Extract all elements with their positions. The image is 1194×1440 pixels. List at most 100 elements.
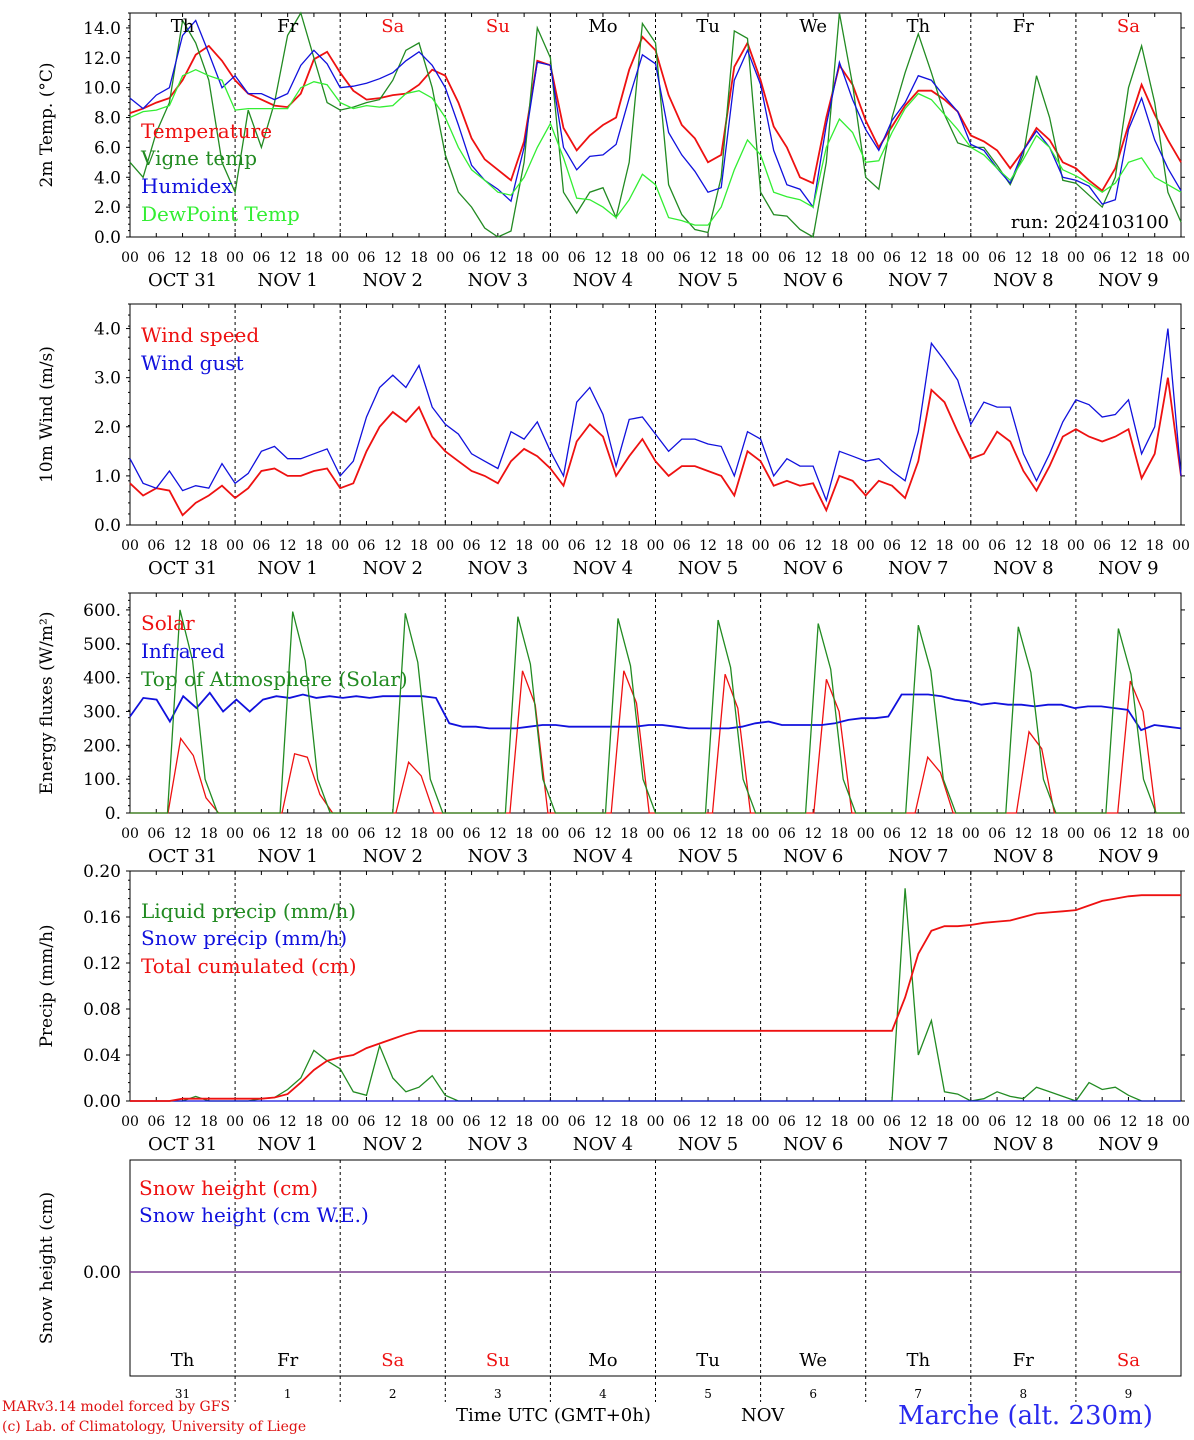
legend-entry: Infrared	[141, 639, 225, 663]
hour-label: 18	[1146, 538, 1164, 554]
day-number: 6	[809, 1387, 817, 1401]
hour-label: 18	[410, 826, 428, 842]
hour-label: 12	[594, 826, 612, 842]
hour-label: 06	[568, 250, 586, 266]
hour-label: 12	[909, 1114, 927, 1130]
day-number: 4	[599, 1387, 607, 1401]
hour-label: 12	[909, 826, 927, 842]
hour-label: 18	[200, 538, 218, 554]
hour-label: 00	[121, 538, 139, 554]
hour-label: 18	[1146, 250, 1164, 266]
y-tick-label: 0.00	[83, 1263, 121, 1283]
series-line	[129, 691, 1182, 732]
hour-label: 12	[699, 826, 717, 842]
hour-label: 18	[725, 250, 743, 266]
date-label: NOV 3	[468, 1134, 528, 1155]
series-line	[129, 35, 1182, 193]
date-label: NOV 8	[993, 1134, 1053, 1155]
date-label: NOV 4	[573, 1134, 633, 1155]
hour-label: 18	[515, 826, 533, 842]
hour-label: 00	[541, 538, 559, 554]
panel-1	[126, 11, 1185, 239]
hour-label: 00	[1172, 538, 1190, 554]
hour-label: 18	[831, 250, 849, 266]
date-label: NOV 2	[363, 558, 423, 579]
hour-label: 00	[436, 250, 454, 266]
y-tick-label: 0.16	[83, 908, 121, 928]
date-label: NOV 2	[363, 846, 423, 867]
y-tick-label: 2.0	[94, 198, 121, 218]
y-tick-label: 400.	[83, 669, 121, 689]
hour-label: 18	[515, 538, 533, 554]
legend-entry: Wind speed	[141, 323, 259, 347]
y-tick-label: 0.04	[83, 1046, 121, 1066]
hour-label: 06	[778, 250, 796, 266]
hour-label: 06	[778, 826, 796, 842]
hour-label: 06	[883, 1114, 901, 1130]
hour-label: 18	[936, 538, 954, 554]
hour-label: 18	[410, 1114, 428, 1130]
series-line	[129, 328, 1182, 503]
hour-label: 12	[1120, 250, 1138, 266]
hour-label: 00	[121, 250, 139, 266]
hour-label: 06	[988, 826, 1006, 842]
hour-label: 06	[568, 538, 586, 554]
hour-label: 00	[962, 538, 980, 554]
hour-label: 06	[1093, 826, 1111, 842]
weekday-label: Th	[171, 1350, 195, 1371]
hour-label: 06	[358, 1114, 376, 1130]
hour-label: 00	[436, 1114, 454, 1130]
hour-label: 12	[1120, 1114, 1138, 1130]
date-label: NOV 9	[1098, 846, 1158, 867]
day-number: 3	[494, 1387, 502, 1401]
hour-label: 18	[1041, 1114, 1059, 1130]
hour-label: 06	[883, 538, 901, 554]
legend-entry: Snow height (cm)	[139, 1176, 318, 1200]
hour-label: 12	[804, 250, 822, 266]
hour-label: 12	[594, 250, 612, 266]
legend-entry: Snow height (cm W.E.)	[139, 1203, 369, 1227]
weekday-label: We	[799, 1350, 827, 1371]
hour-label: 06	[147, 1114, 165, 1130]
hour-label: 06	[1093, 1114, 1111, 1130]
date-label: NOV 7	[888, 270, 948, 291]
hour-label: 06	[252, 826, 270, 842]
hour-label: 18	[305, 538, 323, 554]
hour-label: 00	[647, 826, 665, 842]
date-label: NOV 5	[678, 846, 738, 867]
weekday-label: Fr	[1013, 1350, 1034, 1371]
hour-label: 12	[699, 1114, 717, 1130]
hour-label: 12	[804, 826, 822, 842]
date-label: NOV 6	[783, 270, 843, 291]
date-label: NOV 3	[468, 270, 528, 291]
hour-label: 12	[174, 826, 192, 842]
hour-label: 12	[489, 538, 507, 554]
weekday-label: Su	[486, 16, 510, 37]
hour-label: 18	[1146, 826, 1164, 842]
hour-label: 12	[279, 538, 297, 554]
hour-label: 12	[174, 538, 192, 554]
legend-entry: Liquid precip (mm/h)	[141, 899, 356, 923]
date-label: NOV 1	[257, 1134, 317, 1155]
hour-label: 00	[331, 538, 349, 554]
hour-label: 18	[410, 250, 428, 266]
legend-entry: Wind gust	[141, 351, 244, 375]
weekday-label: Su	[486, 1350, 510, 1371]
hour-label: 00	[331, 826, 349, 842]
y-tick-label: 4.0	[94, 320, 121, 340]
hour-label: 06	[988, 250, 1006, 266]
hour-label: 00	[1172, 826, 1190, 842]
weekday-label: Fr	[1013, 16, 1034, 37]
hour-label: 18	[725, 538, 743, 554]
hour-label: 18	[936, 826, 954, 842]
panel-3	[126, 592, 1185, 814]
weekday-label: Sa	[381, 1350, 404, 1371]
hour-label: 00	[226, 826, 244, 842]
date-label: NOV 1	[257, 558, 317, 579]
hour-label: 12	[489, 1114, 507, 1130]
legend-entry: Temperature	[141, 119, 272, 143]
hour-label: 06	[147, 250, 165, 266]
hour-label: 00	[541, 826, 559, 842]
hour-label: 00	[436, 538, 454, 554]
